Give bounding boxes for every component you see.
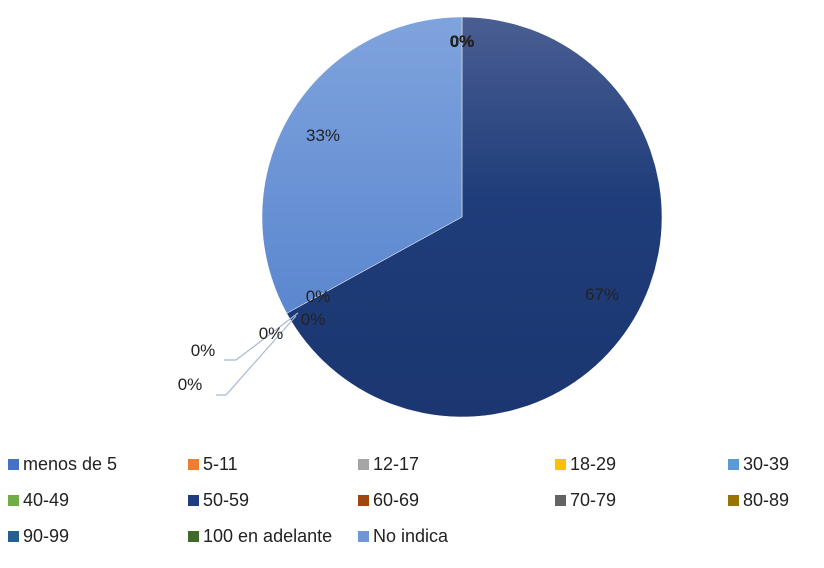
legend-swatch bbox=[8, 494, 19, 506]
legend-label: 70-79 bbox=[570, 489, 617, 510]
pie-slice-50-59 bbox=[286, 16, 663, 418]
legend-swatch bbox=[8, 458, 19, 470]
legend-item-18-29: 18-29 bbox=[555, 452, 616, 476]
leader-line bbox=[216, 315, 297, 396]
legend-swatch bbox=[358, 530, 369, 542]
legend-item-menos-de-5: menos de 5 bbox=[8, 452, 117, 476]
data-label-80-89: 0% bbox=[178, 375, 203, 394]
legend-item-90-99: 90-99 bbox=[8, 524, 69, 548]
legend-item-no-indica: No indica bbox=[358, 524, 448, 548]
data-label-100-en-adelante: 0% bbox=[450, 32, 475, 51]
data-label-5-11: 0% bbox=[450, 32, 475, 51]
legend-swatch bbox=[188, 494, 199, 506]
legend-label: 40-49 bbox=[23, 489, 70, 510]
legend-swatch bbox=[8, 530, 19, 542]
legend-item-60-69: 60-69 bbox=[358, 488, 419, 512]
legend-item-40-49: 40-49 bbox=[8, 488, 69, 512]
legend-item-12-17: 12-17 bbox=[358, 452, 419, 476]
legend-item-30-39: 30-39 bbox=[728, 452, 789, 476]
legend-label: 12-17 bbox=[373, 453, 420, 474]
data-label-40-49: 0% bbox=[301, 310, 326, 329]
legend-label: No indica bbox=[373, 525, 449, 546]
data-label-50-59: 67% bbox=[585, 285, 619, 304]
legend-item-50-59: 50-59 bbox=[188, 488, 249, 512]
pie-slice-no-indica bbox=[261, 16, 463, 314]
data-label-12-17: 0% bbox=[450, 32, 475, 51]
legend-label: 80-89 bbox=[743, 489, 790, 510]
legend-item-70-79: 70-79 bbox=[555, 488, 616, 512]
legend-swatch bbox=[555, 458, 566, 470]
legend-label: 60-69 bbox=[373, 489, 420, 510]
legend-label: 90-99 bbox=[23, 525, 70, 546]
legend-label: 30-39 bbox=[743, 453, 790, 474]
legend-label: 50-59 bbox=[203, 489, 250, 510]
data-label-90-99: 0% bbox=[450, 32, 475, 51]
legend-swatch bbox=[358, 494, 369, 506]
legend-swatch bbox=[188, 458, 199, 470]
data-label-30-39: 0% bbox=[306, 287, 331, 306]
data-label-18-29: 0% bbox=[450, 32, 475, 51]
data-label-no-indica: 33% bbox=[306, 126, 340, 145]
data-label-60-69: 0% bbox=[259, 324, 284, 343]
legend-swatch bbox=[728, 494, 739, 506]
legend-label: 5-11 bbox=[203, 453, 238, 474]
legend-item-100-en-adelante: 100 en adelante bbox=[188, 524, 332, 548]
pie-chart-plot: 0%0%0%0%0%0%67%0%0%0%0%0%33% bbox=[178, 16, 663, 418]
legend-label: menos de 5 bbox=[23, 453, 118, 474]
legend-swatch bbox=[728, 458, 739, 470]
legend-swatch bbox=[358, 458, 369, 470]
legend-swatch bbox=[555, 494, 566, 506]
legend-swatch bbox=[188, 530, 199, 542]
leader-line bbox=[224, 312, 299, 361]
legend-label: 18-29 bbox=[570, 453, 617, 474]
data-label-menos-de-5: 0% bbox=[450, 32, 475, 51]
legend-label: 100 en adelante bbox=[203, 525, 333, 546]
data-label-70-79: 0% bbox=[191, 341, 216, 360]
legend-item-80-89: 80-89 bbox=[728, 488, 789, 512]
legend-item-5-11: 5-11 bbox=[188, 452, 238, 476]
